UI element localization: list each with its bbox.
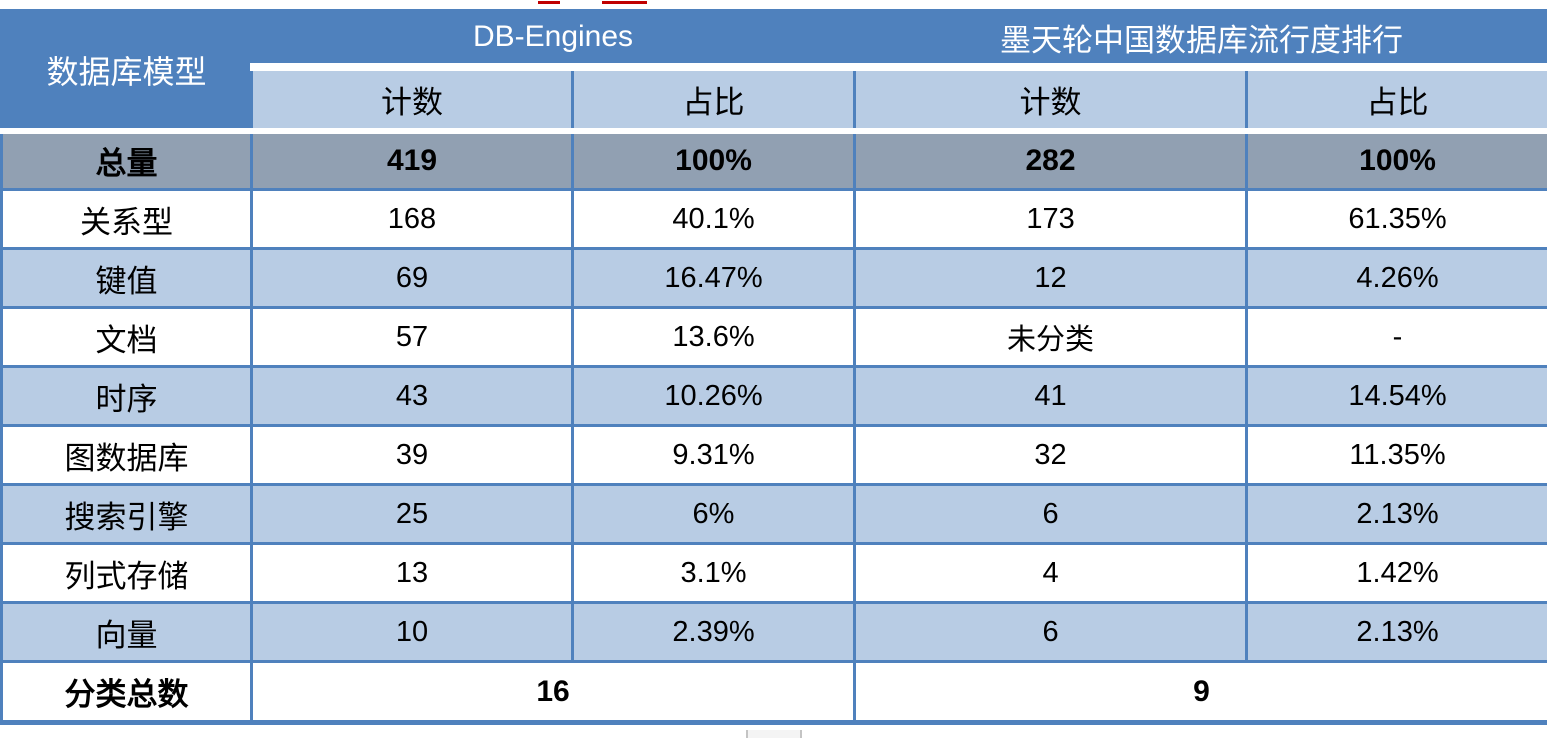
row-vector: 向量 10 2.39% 6 2.13% <box>0 601 1547 663</box>
cell-db-share: 3.1% <box>570 542 857 604</box>
cell-db-share: 6% <box>570 483 857 545</box>
row-label: 向量 <box>0 601 253 663</box>
cell-mtl-share: 100% <box>1245 129 1547 191</box>
cell-db-count: 39 <box>250 424 574 486</box>
cell-mtl-share: 1.42% <box>1245 542 1547 604</box>
cell-mtl-count: 4 <box>853 542 1249 604</box>
row-label: 键值 <box>0 247 253 309</box>
cell-mtl-count: 6 <box>853 483 1249 545</box>
row-label: 文档 <box>0 306 253 368</box>
cell-db-count: 69 <box>250 247 574 309</box>
group-header-db-engines: DB-Engines <box>249 9 857 71</box>
horizontal-scrollbar-thumb[interactable] <box>746 730 802 738</box>
row-search-engine: 搜索引擎 25 6% 6 2.13% <box>0 483 1547 545</box>
cell-mtl-count: 12 <box>853 247 1249 309</box>
row-key-value: 键值 69 16.47% 12 4.26% <box>0 247 1547 309</box>
cell-mtl-share: 14.54% <box>1245 365 1547 427</box>
subheader-db-share: 占比 <box>570 65 857 134</box>
cell-db-count: 10 <box>250 601 574 663</box>
group-header-motianlun: 墨天轮中国数据库流行度排行 <box>853 9 1547 71</box>
artifact-red-underline <box>538 1 560 4</box>
header-row-subcolumns: 计数 占比 计数 占比 <box>2 65 1547 134</box>
cell-db-count: 168 <box>250 188 574 250</box>
row-total: 总量 419 100% 282 100% <box>0 129 1547 191</box>
cell-db-count: 25 <box>250 483 574 545</box>
cell-mtl-count: 41 <box>853 365 1249 427</box>
row-label: 列式存储 <box>0 542 253 604</box>
cell-db-share: 10.26% <box>570 365 857 427</box>
artifact-red-underline <box>602 1 647 4</box>
row-label: 分类总数 <box>0 660 253 724</box>
row-label: 关系型 <box>0 188 253 250</box>
cell-mtl-share: 11.35% <box>1245 424 1547 486</box>
row-label: 图数据库 <box>0 424 253 486</box>
cell-mtl-share: - <box>1245 306 1547 368</box>
row-time-series: 时序 43 10.26% 41 14.54% <box>0 365 1547 427</box>
database-model-comparison-table: 数据库模型 DB-Engines 墨天轮中国数据库流行度排行 计数 占比 计数 … <box>0 9 1547 725</box>
row-label: 总量 <box>0 129 253 191</box>
cell-db-count: 419 <box>250 129 574 191</box>
cell-mtl-count: 32 <box>853 424 1249 486</box>
cell-db-share: 13.6% <box>570 306 857 368</box>
row-graph: 图数据库 39 9.31% 32 11.35% <box>0 424 1547 486</box>
cell-mtl-share: 4.26% <box>1245 247 1547 309</box>
cell-mtl-count: 173 <box>853 188 1249 250</box>
cell-mtl-share: 2.13% <box>1245 483 1547 545</box>
row-document: 文档 57 13.6% 未分类 - <box>0 306 1547 368</box>
cell-db-share: 9.31% <box>570 424 857 486</box>
row-label: 搜索引擎 <box>0 483 253 545</box>
cell-db-share: 2.39% <box>570 601 857 663</box>
cell-db-share: 16.47% <box>570 247 857 309</box>
corner-header: 数据库模型 <box>0 9 253 134</box>
cell-db-share: 40.1% <box>570 188 857 250</box>
cell-mtl-count: 282 <box>853 129 1249 191</box>
row-wide-column: 列式存储 13 3.1% 4 1.42% <box>0 542 1547 604</box>
cell-mtl-count: 未分类 <box>853 306 1249 368</box>
cell-db-count: 13 <box>250 542 574 604</box>
row-label: 时序 <box>0 365 253 427</box>
cell-db-share: 100% <box>570 129 857 191</box>
subheader-db-count: 计数 <box>250 65 574 134</box>
row-relational: 关系型 168 40.1% 173 61.35% <box>0 188 1547 250</box>
subheader-mtl-count: 计数 <box>853 65 1249 134</box>
cell-db-category-count: 16 <box>249 660 857 724</box>
cell-db-count: 57 <box>250 306 574 368</box>
row-category-count: 分类总数 16 9 <box>0 660 1547 724</box>
cell-mtl-share: 61.35% <box>1245 188 1547 250</box>
cell-mtl-share: 2.13% <box>1245 601 1547 663</box>
subheader-mtl-share: 占比 <box>1245 65 1547 134</box>
cell-mtl-count: 6 <box>853 601 1249 663</box>
cell-mtl-category-count: 9 <box>853 660 1547 724</box>
header-row-groups: 数据库模型 DB-Engines 墨天轮中国数据库流行度排行 <box>0 9 1547 134</box>
cell-db-count: 43 <box>250 365 574 427</box>
